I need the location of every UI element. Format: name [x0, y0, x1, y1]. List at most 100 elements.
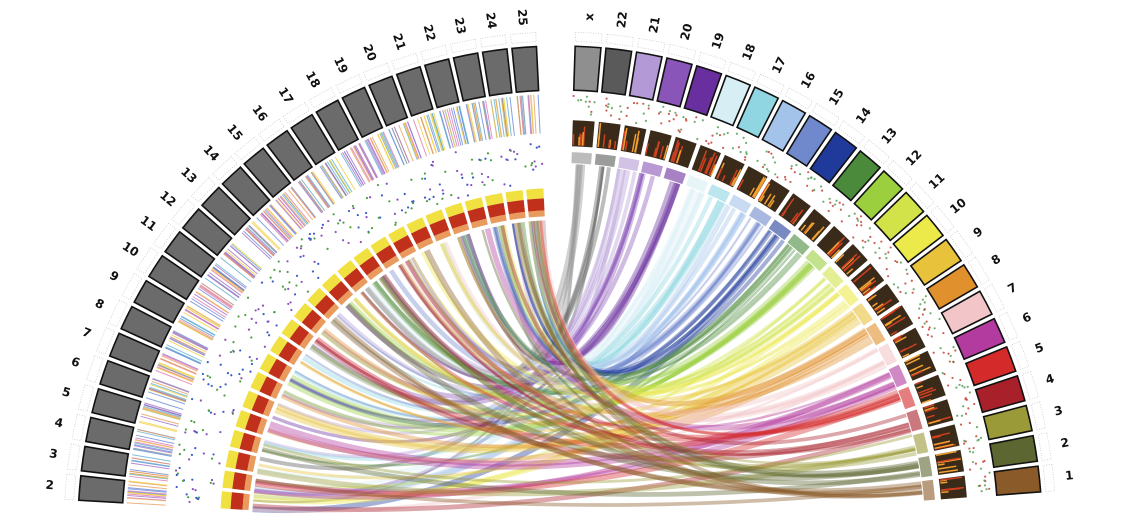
scatter-point: [183, 448, 186, 451]
stripe-mark: [143, 403, 182, 416]
scatter-point: [880, 240, 883, 243]
histogram-bar: [939, 479, 947, 482]
scatter-point: [572, 94, 575, 98]
density-band: [299, 332, 314, 350]
histogram-bar: [708, 155, 718, 176]
scatter-point: [925, 320, 928, 323]
chromosome-label: 6: [1020, 310, 1033, 326]
stripe-mark: [223, 253, 255, 279]
scatter-point: [867, 239, 870, 242]
histogram-bar: [941, 486, 965, 491]
synteny-link: [275, 314, 859, 451]
stripe-mark: [138, 421, 178, 433]
stripe-mark: [519, 95, 525, 135]
stripe-mark: [277, 197, 304, 228]
scatter-point: [606, 105, 610, 109]
histogram-bar: [757, 181, 770, 201]
histogram-bar: [663, 145, 669, 160]
scatter-point: [723, 133, 726, 136]
stripe-mark: [528, 95, 533, 135]
tick-ring: [697, 51, 727, 70]
stripe-mark: [180, 316, 216, 337]
scatter-point: [978, 484, 982, 487]
stripe-mark: [211, 268, 244, 293]
scatter-point: [232, 409, 235, 412]
link-anchor-band: [822, 266, 844, 289]
scatter-point: [234, 325, 237, 328]
stripe-mark: [142, 408, 181, 421]
scatter-point: [899, 261, 903, 264]
scatter-point: [894, 259, 897, 263]
histogram-bar: [830, 249, 841, 259]
density-band: [256, 417, 268, 435]
stripe-mark: [134, 442, 173, 452]
density-band: [250, 371, 267, 392]
scatter-point: [432, 195, 435, 198]
scatter-point: [248, 356, 251, 359]
scatter-point: [884, 252, 887, 256]
scatter-point: [249, 370, 252, 373]
tick-ring: [335, 74, 364, 95]
tick-ring: [574, 31, 603, 44]
histogram-bar: [893, 334, 903, 341]
tick-ring: [86, 355, 104, 384]
scatter-point: [423, 177, 427, 180]
stripe-mark: [265, 208, 293, 239]
chromosome-18-left: [315, 99, 360, 152]
density-band: [343, 267, 365, 288]
scatter-point: [489, 159, 493, 162]
density-band: [323, 303, 340, 320]
scatter-point: [306, 290, 310, 293]
chromosome-label: 9: [107, 268, 121, 284]
histogram-bar: [899, 343, 917, 353]
scatter-point: [503, 183, 506, 186]
stripe-mark: [412, 119, 428, 157]
stripe-mark: [364, 140, 383, 176]
tick-ring: [107, 299, 128, 328]
link-anchor-band: [837, 284, 859, 307]
synteny-link: [512, 169, 626, 360]
density-band: [382, 255, 400, 269]
scatter-point: [938, 317, 941, 321]
scatter-point: [524, 165, 527, 168]
scatter-point: [532, 168, 535, 171]
scatter-point: [773, 161, 777, 164]
scatter-point: [939, 347, 942, 350]
histogram-bar: [867, 294, 877, 302]
scatter-point: [347, 209, 351, 213]
scatter-point: [202, 452, 205, 455]
scatter-point: [365, 196, 369, 200]
scatter-point: [342, 239, 345, 242]
histogram-bar: [659, 146, 665, 159]
scatter-point: [368, 196, 372, 199]
synteny-link: [459, 181, 678, 366]
scatter-point: [175, 473, 178, 477]
chromosome-label: 7: [80, 325, 93, 341]
scatter-point: [731, 147, 734, 150]
tick-ring: [77, 384, 95, 412]
scatter-point: [421, 177, 424, 180]
histogram-bar: [874, 303, 884, 311]
chromosome-label: 13: [178, 164, 200, 186]
scatter-point: [964, 412, 968, 415]
tick-ring: [234, 136, 261, 161]
density-band: [229, 429, 245, 449]
stripe-mark: [243, 230, 273, 259]
tick-ring: [862, 139, 890, 165]
scatter-point: [255, 321, 258, 324]
density-band: [444, 202, 465, 218]
scatter-point: [910, 279, 913, 282]
scatter-point: [968, 468, 972, 471]
stripe-mark: [144, 402, 182, 415]
scatter-point: [980, 490, 983, 493]
scatter-point: [943, 372, 946, 376]
scatter-point: [450, 194, 453, 197]
density-band: [470, 218, 488, 229]
synteny-link: [456, 236, 923, 498]
scatter-point: [347, 241, 350, 245]
density-band: [220, 491, 232, 510]
histogram-bar: [859, 276, 875, 290]
scatter-point: [967, 407, 970, 410]
scatter-point: [647, 107, 650, 110]
stripe-mark: [509, 96, 515, 136]
